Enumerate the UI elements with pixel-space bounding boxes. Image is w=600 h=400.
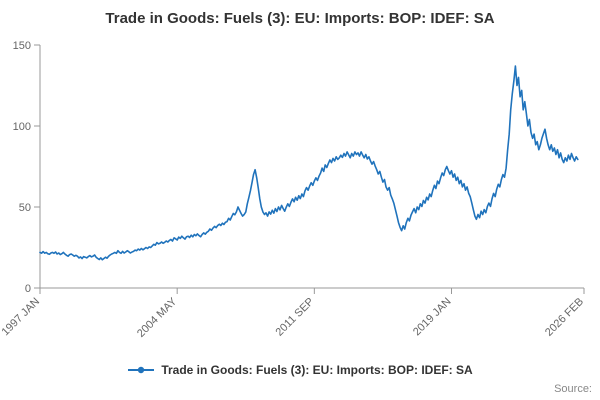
- x-tick-label: 2004 MAY: [135, 295, 180, 340]
- legend-item[interactable]: Trade in Goods: Fuels (3): EU: Imports: …: [0, 363, 600, 377]
- y-tick-label: 50: [19, 202, 31, 214]
- chart-title: Trade in Goods: Fuels (3): EU: Imports: …: [105, 10, 495, 27]
- source-label: Source:: [554, 383, 592, 395]
- x-tick-label: 2019 JAN: [411, 296, 454, 339]
- y-tick-label: 100: [13, 121, 31, 133]
- legend-label: Trade in Goods: Fuels (3): EU: Imports: …: [161, 363, 473, 377]
- series-line[interactable]: [39, 65, 579, 261]
- y-tick-label: 150: [13, 40, 31, 52]
- x-tick-label: 1997 JAN: [0, 296, 42, 339]
- plot-area: 0 50 100 150 1997 JAN 2004 MAY 2011 SEP 2019 JA…: [0, 40, 586, 340]
- x-tick-label: 2026 FEB: [543, 296, 586, 339]
- y-tick-label: 0: [25, 283, 31, 295]
- legend-line-marker-icon: [128, 366, 155, 374]
- x-tick-label: 2011 SEP: [274, 296, 317, 339]
